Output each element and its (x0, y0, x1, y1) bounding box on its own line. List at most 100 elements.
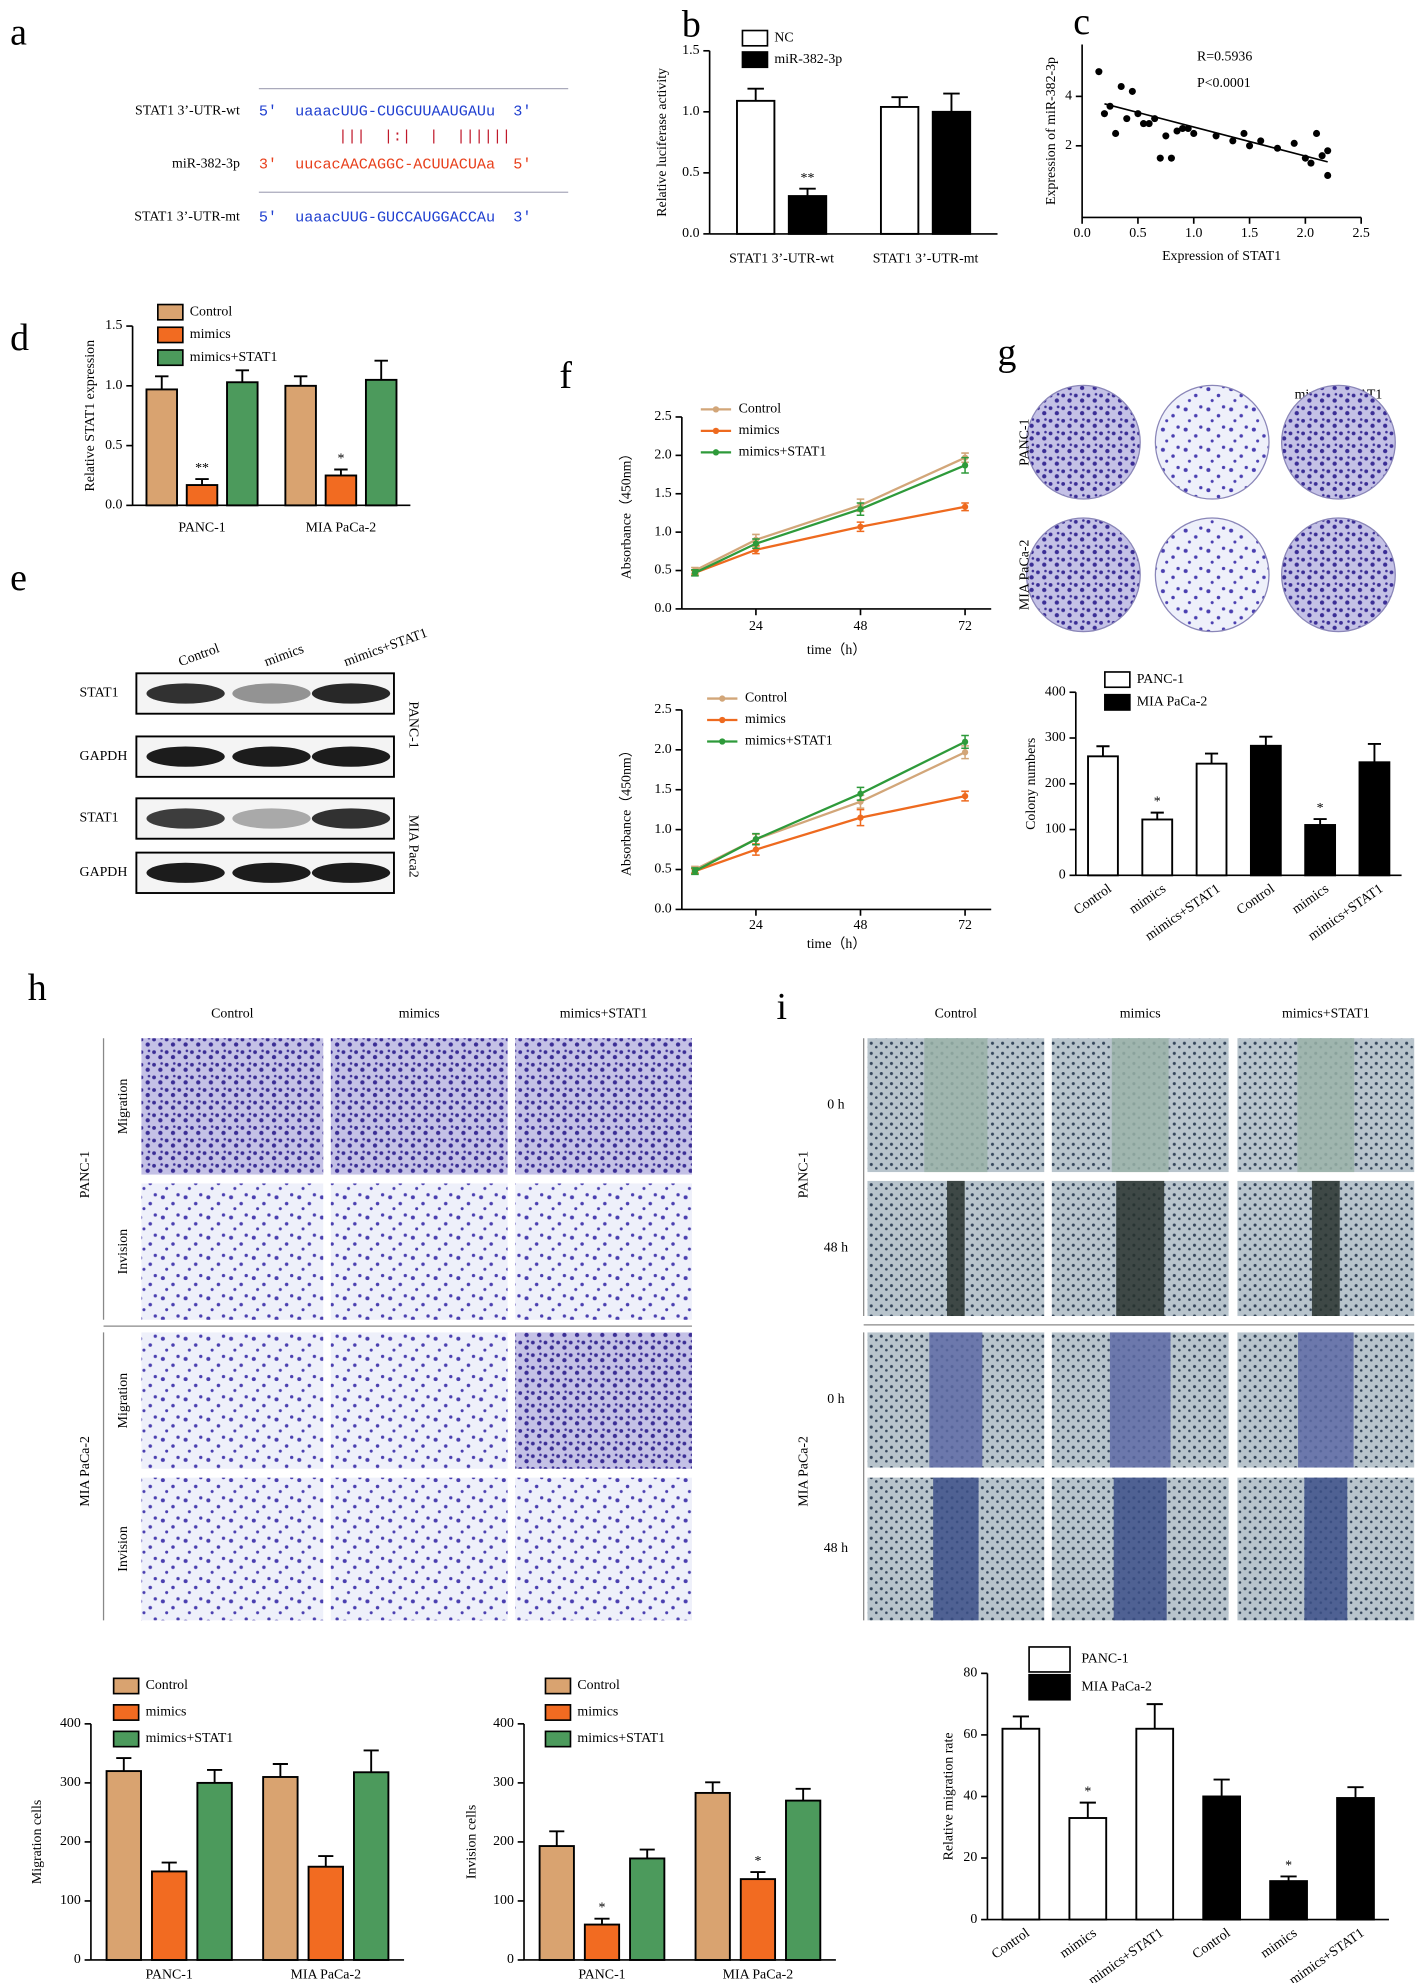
transwell-image (330, 1183, 508, 1320)
y-tick-label: 1.0 (682, 104, 699, 119)
legend-swatch (157, 303, 184, 321)
blot-band (311, 808, 391, 829)
point (1246, 142, 1254, 150)
x-axis-label: time（h） (807, 936, 866, 952)
legend-swatch (1104, 671, 1131, 689)
legend-label: NC (774, 30, 793, 45)
legend-swatch (1028, 1646, 1071, 1673)
bar (324, 474, 358, 507)
image-group-label: PANC-1 (78, 1151, 93, 1198)
blot-band (311, 862, 391, 883)
error-bar (795, 1787, 811, 1801)
colony-plate (1154, 517, 1270, 633)
colony-plate (1025, 517, 1141, 633)
legend-swatch (157, 326, 184, 344)
y-tick-label: 300 (1045, 730, 1066, 745)
y-tick-label: 300 (60, 1775, 81, 1790)
transwell-image (141, 1477, 324, 1621)
image-row-label: Migration (116, 1373, 131, 1429)
blot-band (146, 683, 225, 704)
error-bar (235, 369, 250, 383)
bar (1202, 1795, 1242, 1921)
error-bar (1259, 735, 1273, 746)
x-axis-label: time（h） (807, 642, 866, 658)
marker (752, 846, 760, 853)
image-row-label: PANC-1 (1017, 419, 1032, 466)
x-tick-label: MIA PaCa-2 (306, 520, 377, 535)
marker (691, 569, 699, 576)
y-tick-label: 0 (507, 1952, 514, 1967)
point (1167, 154, 1175, 162)
blot-row-label: GAPDH (80, 749, 128, 764)
bar (1087, 755, 1119, 877)
blot-group-label: PANC-1 (406, 701, 421, 748)
image-row-label: 0 h (827, 1097, 844, 1112)
legend-swatch (112, 1730, 140, 1748)
x-tick-label: MIA PaCa-2 (723, 1967, 794, 1982)
error-bar (1204, 752, 1219, 764)
significance-label: * (1317, 801, 1324, 816)
legend-label: Control (745, 691, 788, 706)
y-tick-label: 200 (1045, 776, 1066, 791)
blot-column-label: mimics+STAT1 (342, 626, 430, 670)
error-bar (363, 1749, 379, 1773)
scratch-gap (1111, 1038, 1169, 1173)
legend-label: MIA PaCa-2 (1137, 695, 1208, 710)
error-bar (1096, 745, 1110, 757)
error-bar (1146, 1703, 1163, 1729)
error-bar (891, 96, 908, 107)
point (1318, 152, 1326, 160)
image-column-label: mimics (1120, 1006, 1161, 1021)
bar (105, 1770, 142, 1961)
error-bar (639, 1848, 655, 1859)
bar (226, 381, 259, 507)
line (694, 740, 966, 873)
y-tick-label: 0.0 (654, 601, 671, 616)
bar (1358, 761, 1391, 877)
line (694, 456, 966, 572)
legend-label: mimics+STAT1 (739, 445, 827, 460)
blot-band (232, 746, 311, 767)
image-column-label: mimics (399, 1006, 440, 1021)
legend-label: mimics+STAT1 (577, 1731, 665, 1746)
y-tick-label: 20 (963, 1850, 977, 1865)
colony-plate (1154, 384, 1270, 500)
legend-swatch (112, 1704, 140, 1721)
x-tick-label: PANC-1 (178, 520, 225, 535)
y-tick-label: 0 (1059, 868, 1066, 883)
significance-label: ** (195, 461, 209, 476)
legend-label: Control (146, 1678, 189, 1693)
legend-label: miR-382-3p (774, 52, 842, 67)
y-tick-label: 0.5 (105, 438, 122, 453)
scratch-gap (1298, 1332, 1354, 1468)
x-tick-label: mimics (1290, 882, 1332, 918)
scratch-gap (1116, 1180, 1165, 1317)
legend-label: mimics (739, 423, 780, 438)
point (1128, 87, 1136, 95)
bar (151, 1870, 188, 1961)
x-tick-label: 0.0 (1073, 226, 1090, 241)
error-bar (594, 1917, 610, 1925)
y-tick-label: 0.0 (105, 498, 122, 513)
image-row-label: 48 h (824, 1541, 848, 1556)
bar (1269, 1880, 1308, 1921)
fit-line (1104, 102, 1328, 163)
error-bar (318, 1855, 334, 1867)
transwell-image (515, 1477, 692, 1621)
x-tick-label: mimics+STAT1 (1086, 1926, 1166, 1983)
significance-label: * (1084, 1785, 1091, 1800)
x-tick-label: Control (989, 1926, 1032, 1963)
y-tick-label: 0.0 (682, 226, 699, 241)
x-tick-label: 72 (958, 918, 972, 933)
panel-label: g (998, 332, 1017, 374)
error-bar (1213, 1778, 1230, 1797)
y-tick-label: 400 (1045, 684, 1066, 699)
x-tick-label: PANC-1 (578, 1967, 625, 1982)
x-axis-label: Expression of STAT1 (1162, 249, 1281, 264)
legend-label: Control (577, 1678, 620, 1693)
bar (1195, 762, 1228, 877)
x-tick-label: mimics (1258, 1926, 1300, 1962)
x-tick-label: 0.5 (1129, 226, 1146, 241)
error-bar (116, 1757, 132, 1772)
y-tick-label: 1.0 (105, 378, 122, 393)
